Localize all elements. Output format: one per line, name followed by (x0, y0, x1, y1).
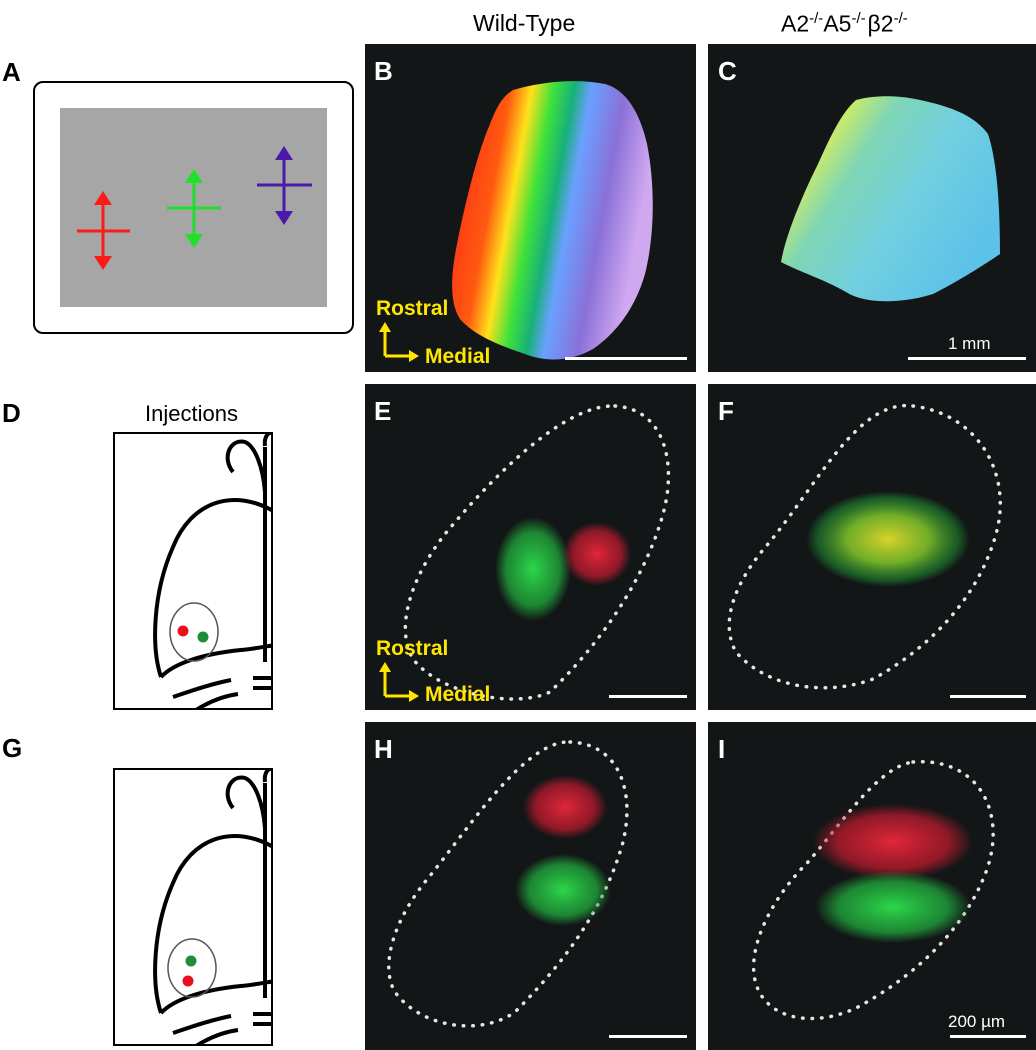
red-injection-dot (182, 975, 194, 987)
green-label-cluster (495, 517, 571, 621)
header-mutant-b2: β2 (867, 10, 894, 37)
panel-letter-a: A (2, 57, 21, 87)
orientation-arrows-icon (379, 322, 419, 362)
scale-bar-i (950, 1035, 1026, 1038)
header-mutant: A2-/-A5-/- β2-/- (781, 10, 908, 38)
panel-b-wildtype-map: B Rostral Medial (365, 44, 696, 372)
header-wild-type: Wild-Type (473, 10, 576, 36)
tracer-e-svg (403, 404, 671, 701)
panel-letter-f: F (718, 396, 734, 426)
orientation-arrows-icon (379, 662, 419, 702)
red-label-cluster (563, 522, 631, 586)
panel-letter-d: D (2, 398, 21, 428)
header-mutant-a5-sup: -/- (851, 10, 866, 27)
orient-medial-e: Medial (425, 683, 491, 706)
scale-bar-b (565, 357, 687, 360)
panel-c-mutant-map: C 1 mm (708, 44, 1036, 372)
header-mutant-a2: A2 (781, 10, 810, 37)
brain-outline-g (153, 770, 271, 1044)
map-c-shape (781, 96, 1000, 302)
injections-title: Injections (145, 401, 238, 426)
boundary-outline-f (727, 403, 1002, 690)
injection-site-outline (169, 602, 219, 662)
green-arrow-icon (167, 169, 221, 248)
header-mutant-b2-sup: -/- (893, 10, 908, 27)
map-c-svg (781, 96, 1000, 302)
boundary-outline-e (403, 404, 671, 701)
brain-outline-d (153, 434, 271, 708)
panel-letter-b: B (374, 56, 393, 86)
tracer-f-svg (727, 403, 1002, 690)
panel-letter-h: H (374, 734, 393, 764)
green-injection-dot (197, 631, 209, 643)
panel-letter-e: E (374, 396, 392, 426)
overlapping-label-cluster (806, 491, 970, 587)
panel-letter-c: C (718, 56, 737, 86)
header-mutant-a5: A5 (823, 10, 852, 37)
green-label-cluster (815, 871, 971, 943)
tracer-h-svg (387, 740, 629, 1028)
green-injection-dot (185, 955, 197, 967)
green-label-cluster (515, 854, 611, 926)
scale-bar-h (609, 1035, 687, 1038)
map-b-svg (452, 81, 653, 360)
red-injection-dot (177, 625, 189, 637)
orient-medial-b: Medial (425, 345, 491, 368)
purple-arrow-icon (257, 146, 312, 225)
red-arrow-icon (77, 191, 130, 270)
map-b-shape (452, 81, 653, 360)
scale-bar-e (609, 695, 687, 698)
panel-a-stimulus (33, 81, 354, 334)
red-label-cluster (523, 775, 607, 839)
panel-i-mutant-tracer: I 200 µm (708, 722, 1036, 1050)
header-mutant-a2-sup: -/- (809, 10, 824, 27)
boundary-outline-i (751, 760, 995, 1021)
orient-rostral-b: Rostral (376, 297, 449, 320)
scale-label-mm: 1 mm (948, 334, 991, 353)
panel-e-wildtype-tracer: E Rostral Medial (365, 384, 696, 710)
stimulus-arrows (77, 146, 312, 270)
panel-g-injections (113, 768, 273, 1046)
scale-label-um: 200 µm (948, 1012, 1006, 1031)
scale-bar-c (908, 357, 1026, 360)
red-label-cluster (813, 804, 973, 880)
panel-d-injections (113, 432, 273, 710)
panel-h-wildtype-tracer: H (365, 722, 696, 1050)
tracer-i-svg (751, 760, 995, 1021)
scale-bar-f (950, 695, 1026, 698)
injection-site-outline (167, 938, 217, 998)
orient-rostral-e: Rostral (376, 637, 449, 660)
panel-letter-i: I (718, 734, 726, 764)
panel-letter-g: G (2, 733, 23, 763)
panel-f-mutant-tracer: F (708, 384, 1036, 710)
